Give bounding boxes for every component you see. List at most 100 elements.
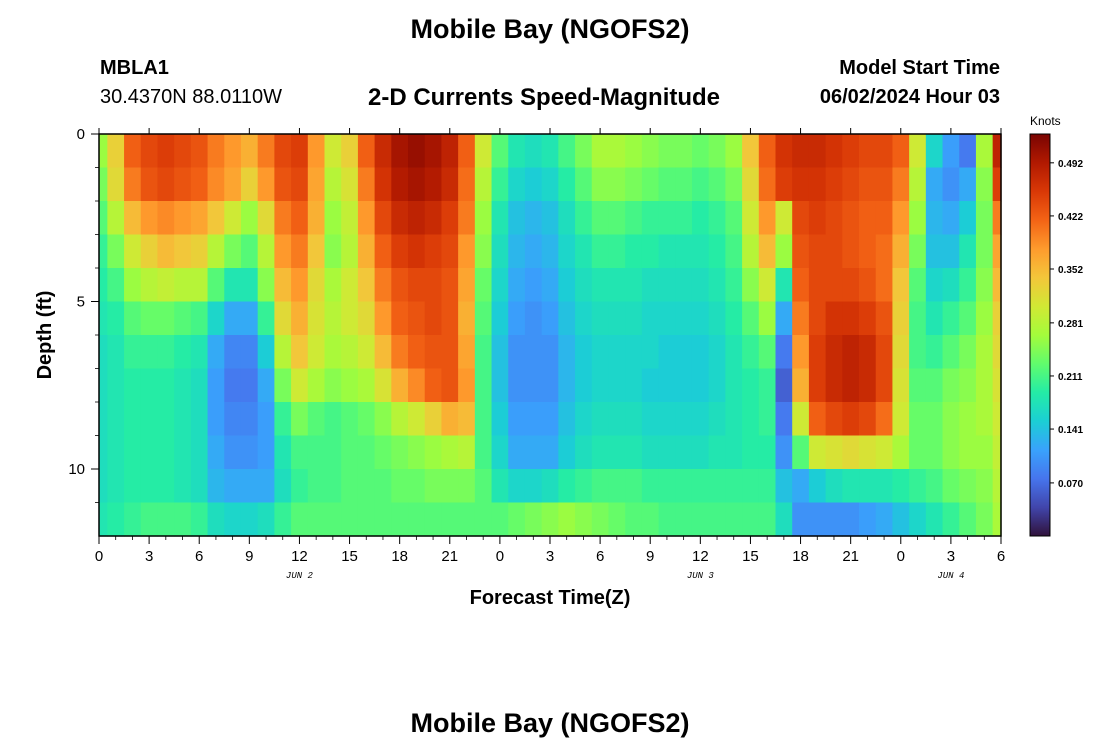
y-axis-title: Depth (ft) <box>34 291 56 380</box>
heatmap-cell <box>107 234 125 269</box>
heatmap-cell <box>508 368 526 403</box>
heatmap-cell <box>441 469 459 504</box>
heatmap-cell <box>675 469 693 504</box>
heatmap-cell <box>608 335 626 370</box>
heatmap-cell <box>975 134 994 169</box>
heatmap-cell <box>575 502 593 537</box>
heatmap-cell <box>124 234 142 269</box>
heatmap-cell <box>975 167 994 202</box>
heatmap-cell <box>240 335 259 370</box>
heatmap-cell <box>742 268 760 303</box>
heatmap-cell <box>575 335 593 370</box>
heatmap-cell <box>875 368 894 403</box>
heatmap-cell <box>925 402 944 437</box>
heatmap-cell <box>775 134 793 169</box>
heatmap-cell <box>408 435 426 470</box>
y-axis: 0 5 10 <box>68 126 99 503</box>
heatmap-cell <box>825 402 843 437</box>
heatmap-cell <box>441 335 459 370</box>
heatmap-cell <box>725 268 743 303</box>
heatmap-cell <box>140 368 159 403</box>
heatmap-cell <box>391 469 409 504</box>
heatmap-cell <box>992 201 1002 236</box>
heatmap-cell <box>575 134 593 169</box>
heatmap-cell <box>758 234 777 269</box>
heatmap-cell <box>408 201 426 236</box>
heatmap-cell <box>291 335 309 370</box>
heatmap-cell <box>424 134 443 169</box>
heatmap-cell <box>758 402 777 437</box>
heatmap-cell <box>408 469 426 504</box>
heatmap-cell <box>458 368 476 403</box>
heatmap-cell <box>608 234 626 269</box>
heatmap-cell <box>641 201 660 236</box>
heatmap-cell <box>408 502 426 537</box>
heatmap-cell <box>374 402 392 437</box>
heatmap-cell <box>357 502 376 537</box>
heatmap-cell <box>708 134 726 169</box>
heatmap-cell <box>99 502 108 537</box>
heatmap-cell <box>274 167 292 202</box>
heatmap-cell <box>742 201 760 236</box>
heatmap-cell <box>491 301 509 336</box>
heatmap-cell <box>859 234 877 269</box>
heatmap-cell <box>374 268 392 303</box>
heatmap-cell <box>658 234 676 269</box>
heatmap-cell <box>942 134 960 169</box>
heatmap-cell <box>291 368 309 403</box>
heatmap-cell <box>357 402 376 437</box>
heatmap-cell <box>341 134 359 169</box>
heatmap-cell <box>157 234 175 269</box>
heatmap-cell <box>257 368 275 403</box>
heatmap-cell <box>842 469 860 504</box>
heatmap-cell <box>691 301 710 336</box>
heatmap-cell <box>124 167 142 202</box>
colorbar-tick-label: 0.281 <box>1058 319 1083 330</box>
heatmap-cell <box>892 134 910 169</box>
heatmap-cell <box>107 502 125 537</box>
heatmap-cell <box>675 368 693 403</box>
heatmap-cell <box>842 435 860 470</box>
x-tick-label: 3 <box>145 548 153 565</box>
heatmap-cell <box>257 268 275 303</box>
heatmap-cell <box>708 435 726 470</box>
heatmap-cell <box>524 368 543 403</box>
heatmap-cell <box>190 167 209 202</box>
heatmap-cell <box>207 368 225 403</box>
heatmap-cell <box>524 402 543 437</box>
heatmap-cell <box>274 201 292 236</box>
heatmap-cell <box>658 502 676 537</box>
heatmap-cell <box>842 301 860 336</box>
heatmap-cell <box>491 502 509 537</box>
heatmap-cell <box>925 301 944 336</box>
heatmap-cell <box>157 402 175 437</box>
heatmap-cell <box>992 502 1002 537</box>
heatmap-cell <box>458 402 476 437</box>
heatmap-cell <box>808 234 827 269</box>
colorbar-tick-label: 0.492 <box>1058 159 1083 170</box>
heatmap-cell <box>341 167 359 202</box>
colorbar-tick-label: 0.352 <box>1058 265 1083 276</box>
heatmap-cell <box>474 167 493 202</box>
heatmap-cell <box>124 268 142 303</box>
heatmap-cell <box>992 167 1002 202</box>
heatmap-cell <box>291 469 309 504</box>
heatmap-cell <box>625 469 643 504</box>
heatmap-cell <box>341 368 359 403</box>
heatmap-cell <box>274 368 292 403</box>
heatmap-cell <box>842 234 860 269</box>
heatmap-cell <box>825 335 843 370</box>
model-start-time: 06/02/2024 Hour 03 <box>819 86 1000 108</box>
heatmap-cell <box>608 301 626 336</box>
heatmap-cell <box>107 469 125 504</box>
heatmap-cell <box>458 134 476 169</box>
heatmap-cell <box>524 469 543 504</box>
heatmap-cell <box>157 469 175 504</box>
heatmap-cell <box>959 167 977 202</box>
heatmap-cell <box>591 268 610 303</box>
heatmap-cell <box>625 201 643 236</box>
heatmap-cell <box>474 234 493 269</box>
heatmap-cell <box>708 167 726 202</box>
heatmap-cell <box>608 469 626 504</box>
heatmap-cell <box>641 469 660 504</box>
